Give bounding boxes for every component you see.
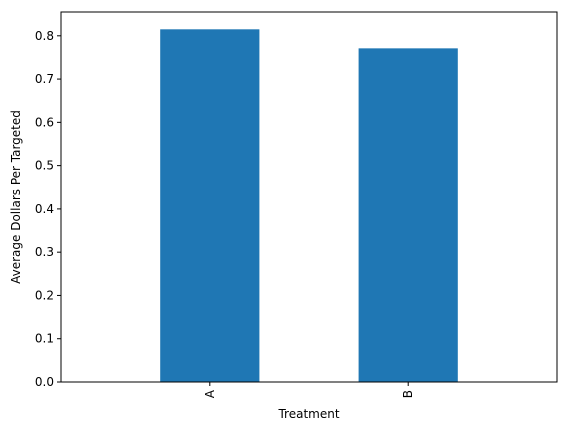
y-tick-label: 0.8 (35, 29, 54, 43)
bar-b (358, 48, 458, 382)
y-tick-label: 0.6 (35, 115, 54, 129)
y-axis-ticks: 0.0 0.1 0.2 0.3 0.4 0.5 0.6 0.7 0.8 (35, 29, 61, 389)
y-tick-label: 0.1 (35, 332, 54, 346)
y-tick-label: 0.2 (35, 288, 54, 302)
x-tick-label: A (203, 389, 217, 398)
y-tick-label: 0.5 (35, 159, 54, 173)
x-tick-label: B (401, 390, 415, 398)
y-tick-label: 0.7 (35, 72, 54, 86)
bars (160, 29, 458, 383)
y-tick-label: 0.4 (35, 202, 54, 216)
y-tick-label: 0.3 (35, 245, 54, 259)
y-tick-label: 0.0 (35, 375, 54, 389)
y-axis-title: Average Dollars Per Targeted (9, 110, 23, 284)
bar-a (160, 29, 260, 383)
plot-frame (60, 11, 558, 383)
x-axis-title: Treatment (277, 407, 339, 421)
